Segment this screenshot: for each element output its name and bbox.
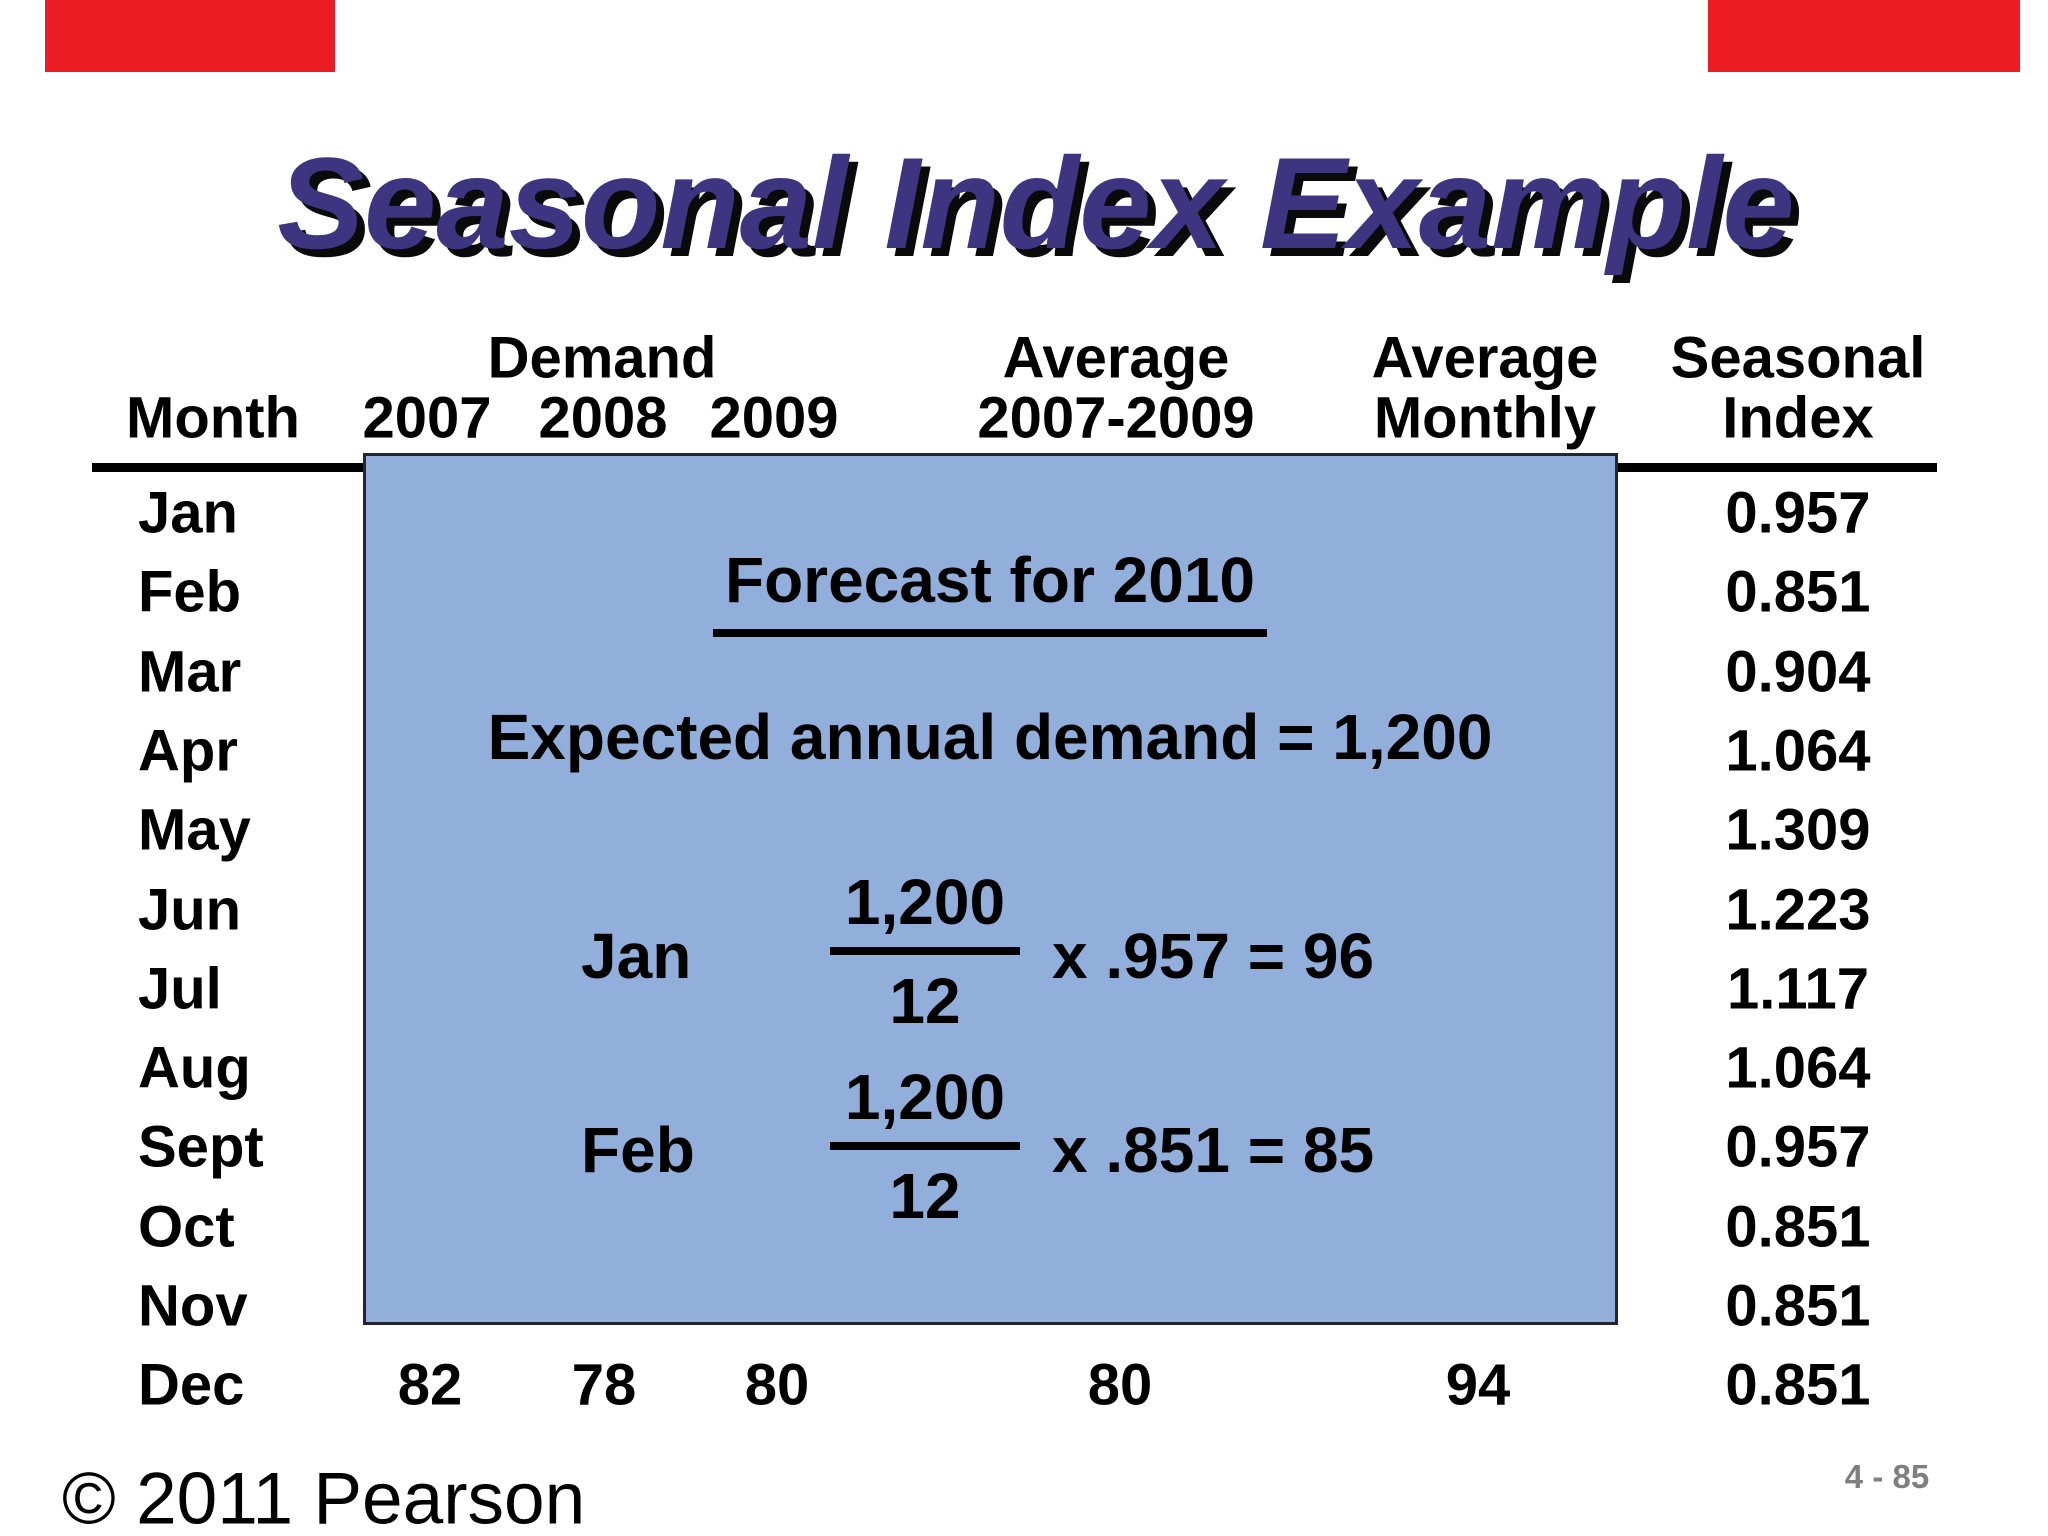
header-average-range: 2007-2009 <box>977 385 1255 451</box>
seasonal-index-value: 1.064 <box>1725 718 1871 784</box>
example-feb-calculation: x .851 = 85 <box>1052 1114 1375 1186</box>
seasonal-index-value: 0.851 <box>1725 1352 1871 1418</box>
month-label: Nov <box>138 1273 248 1339</box>
seasonal-index-value: 0.904 <box>1725 639 1871 705</box>
example-feb-fraction-bar <box>830 1142 1020 1150</box>
month-label: Aug <box>138 1035 251 1101</box>
seasonal-index-value: 0.851 <box>1725 1194 1871 1260</box>
footer-copyright: © 2011 Pearson <box>62 1458 586 1536</box>
header-seasonal-top: Seasonal <box>1670 325 1926 391</box>
header-demand-group: Demand <box>487 325 717 391</box>
month-label: Jan <box>138 480 238 546</box>
example-jan-fraction-bar <box>830 947 1020 955</box>
player-chrome-bar-left <box>45 0 335 72</box>
month-label: May <box>138 797 251 863</box>
player-chrome-bar-right <box>1708 0 2020 72</box>
dec-average: 80 <box>1087 1352 1153 1418</box>
header-year-2009: 2009 <box>709 385 839 451</box>
forecast-overlay-box <box>363 453 1618 1325</box>
month-label: Mar <box>138 639 242 705</box>
month-label: Jun <box>138 877 242 943</box>
header-avg-monthly-label: Monthly <box>1373 385 1597 451</box>
month-label: Apr <box>138 718 238 784</box>
seasonal-index-value: 1.117 <box>1727 956 1869 1022</box>
seasonal-index-value: 0.851 <box>1725 1273 1871 1339</box>
example-feb-denominator: 12 <box>889 1160 961 1232</box>
slide-title: Seasonal Index Example <box>277 130 1795 276</box>
dec-y2009: 80 <box>744 1352 810 1418</box>
forecast-heading: Forecast for 2010 <box>712 543 1268 637</box>
month-label: Oct <box>138 1194 235 1260</box>
month-label: Sept <box>138 1114 264 1180</box>
header-month: Month <box>126 385 300 451</box>
month-label: Dec <box>138 1352 245 1418</box>
expected-demand-line: Expected annual demand = 1,200 <box>487 701 1493 773</box>
example-jan-calculation: x .957 = 96 <box>1052 920 1375 992</box>
seasonal-index-value: 0.957 <box>1725 1114 1871 1180</box>
header-avg-monthly-top: Average <box>1371 325 1599 391</box>
example-jan-numerator: 1,200 <box>844 866 1006 938</box>
header-year-2007: 2007 <box>362 385 492 451</box>
seasonal-index-value: 1.309 <box>1725 797 1871 863</box>
example-feb-numerator: 1,200 <box>844 1061 1006 1133</box>
seasonal-index-value: 0.957 <box>1725 480 1871 546</box>
dec-y2008: 78 <box>571 1352 637 1418</box>
month-label: Feb <box>138 559 242 625</box>
dec-avg_monthly: 94 <box>1445 1352 1511 1418</box>
seasonal-index-value: 1.223 <box>1725 877 1871 943</box>
dec-y2007: 82 <box>397 1352 463 1418</box>
seasonal-index-value: 1.064 <box>1725 1035 1871 1101</box>
example-jan-month: Jan <box>581 920 692 992</box>
example-jan-denominator: 12 <box>889 965 961 1037</box>
example-feb-month: Feb <box>581 1114 695 1186</box>
header-year-2008: 2008 <box>538 385 668 451</box>
header-average-top: Average <box>1002 325 1230 391</box>
seasonal-index-value: 0.851 <box>1725 559 1871 625</box>
header-seasonal-label: Index <box>1722 385 1874 451</box>
page-number: 4 - 85 <box>1844 1458 1930 1495</box>
month-label: Jul <box>138 956 222 1022</box>
